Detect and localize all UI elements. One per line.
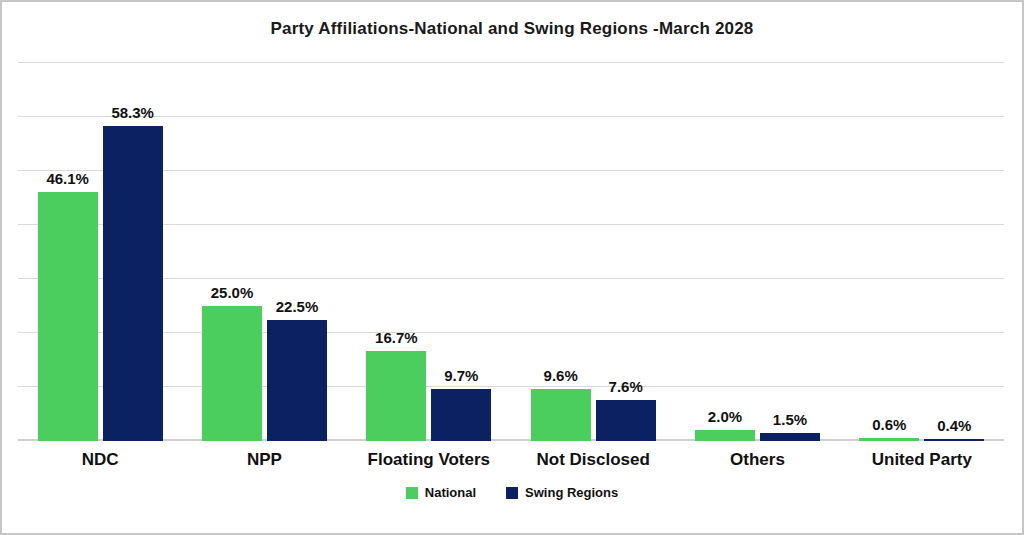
category-label-0: NDC [18,450,182,470]
bar-group-3: 9.6%7.6% [531,63,656,441]
category-label-3: Not Disclosed [511,450,675,470]
category-axis-labels: NDCNPPFloating VotersNot DisclosedOthers… [18,450,1004,470]
bar-group-2: 16.7%9.7% [366,63,491,441]
chart-title: Party Affiliations-National and Swing Re… [2,2,1022,39]
bar-value-label: 9.7% [444,367,478,384]
bar-group-0: 46.1%58.3% [38,63,163,441]
bar-value-label: 58.3% [111,104,154,121]
bar-value-label: 0.4% [937,417,971,434]
category-label-1: NPP [182,450,346,470]
category-label-5: United Party [840,450,1004,470]
bar-swing-regions-0: 58.3% [103,126,163,441]
bar-value-label: 22.5% [276,298,319,315]
legend-label: National [425,485,476,500]
category-label-2: Floating Voters [347,450,511,470]
bar-swing-regions-3: 7.6% [596,400,656,441]
bar-value-label: 46.1% [46,170,89,187]
bar-value-label: 9.6% [544,367,578,384]
bar-national-3: 9.6% [531,389,591,441]
category-label-4: Others [675,450,839,470]
bar-value-label: 1.5% [773,411,807,428]
bar-swing-regions-4: 1.5% [760,433,820,441]
bar-national-5: 0.6% [859,438,919,441]
bar-swing-regions-1: 22.5% [267,320,327,442]
legend-swatch-icon [506,487,518,499]
plot-area: 46.1%58.3%25.0%22.5%16.7%9.7%9.6%7.6%2.0… [18,63,1004,441]
bar-national-1: 25.0% [202,306,262,441]
bar-national-2: 16.7% [366,351,426,441]
legend-item-swing-regions: Swing Regions [506,485,618,500]
bar-swing-regions-2: 9.7% [431,389,491,441]
bar-groups: 46.1%58.3%25.0%22.5%16.7%9.7%9.6%7.6%2.0… [18,63,1004,441]
bar-group-4: 2.0% 1.5% [695,63,820,441]
bar-value-label: 7.6% [609,378,643,395]
bar-value-label: 0.6% [872,416,906,433]
legend: National Swing Regions [2,485,1022,500]
bar-group-1: 25.0%22.5% [202,63,327,441]
bar-national-4: 2.0% [695,430,755,441]
chart-frame: Party Affiliations-National and Swing Re… [0,0,1024,535]
chart-area: 46.1%58.3%25.0%22.5%16.7%9.7%9.6%7.6%2.0… [18,63,1004,470]
bar-national-0: 46.1% [38,192,98,441]
bar-swing-regions-5: 0.4% [924,439,984,441]
legend-label: Swing Regions [525,485,618,500]
legend-item-national: National [406,485,476,500]
bar-group-5: 0.6% 0.4% [859,63,984,441]
bar-value-label: 25.0% [211,284,254,301]
bar-value-label: 2.0% [708,408,742,425]
legend-swatch-icon [406,487,418,499]
bar-value-label: 16.7% [375,329,418,346]
